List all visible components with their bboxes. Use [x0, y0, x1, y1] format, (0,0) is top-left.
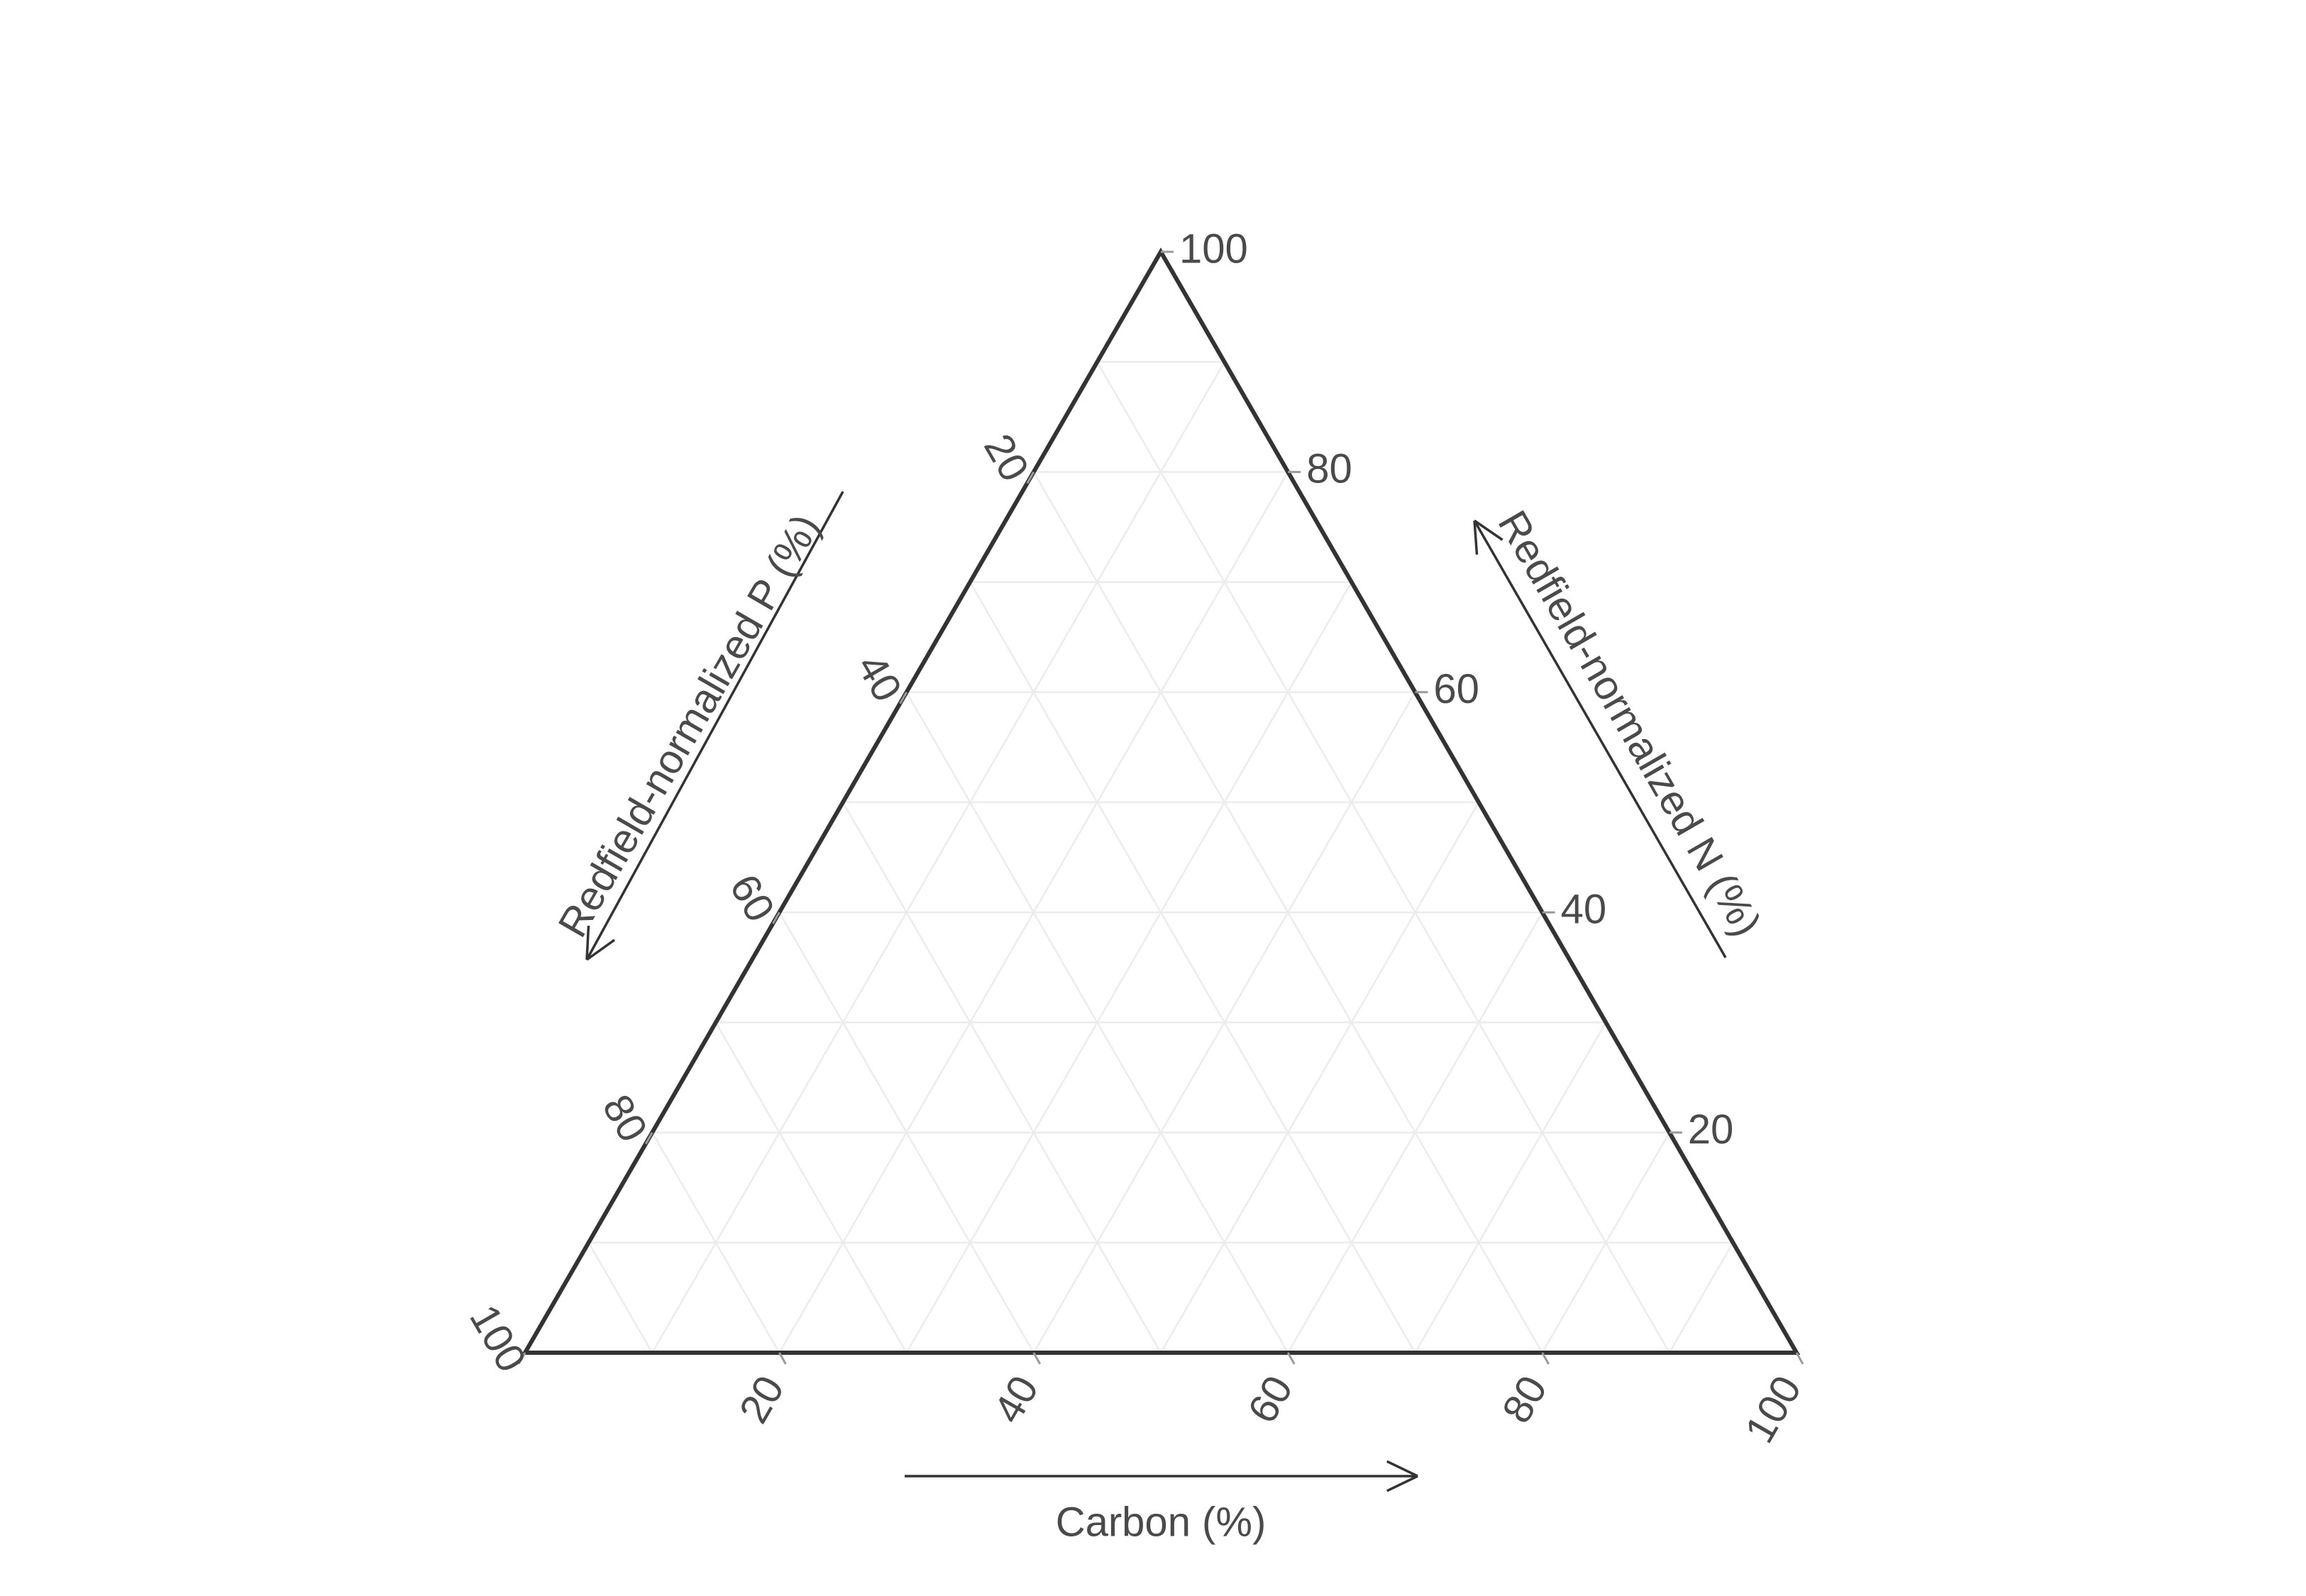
nitrogen-axis-title: Redfield-normalized N (%) [1489, 503, 1770, 944]
grid-line-phosphorus [969, 581, 1416, 1353]
carbon-tick-label: 20 [730, 1368, 793, 1431]
carbon-tick [1541, 1352, 1550, 1365]
carbon-axis-arrow-head [1386, 1475, 1418, 1492]
carbon-tick [1032, 1352, 1042, 1365]
triangle-frame [521, 247, 1801, 1355]
grid-line-carbon [1541, 1131, 1670, 1353]
carbon-tick [1286, 1352, 1296, 1365]
grid-line-carbon [1287, 911, 1543, 1353]
grid-lines [587, 360, 1734, 1353]
phosphorus-axis-arrow [585, 491, 844, 961]
carbon-tick [1795, 1352, 1804, 1365]
grid-line-phosphorus [715, 1021, 907, 1353]
phosphorus-axis-arrow-shaft [585, 491, 844, 960]
tick-marks [517, 250, 1804, 1365]
grid-line-phosphorus [778, 911, 1035, 1353]
nitrogen-tick-label: 80 [1306, 446, 1352, 492]
grid-line-phosphorus [842, 802, 1162, 1353]
grid-line-carbon [1159, 802, 1480, 1353]
phosphorus-axis-arrow-head [585, 938, 616, 961]
grid-line-carbon [905, 581, 1352, 1353]
nitrogen-axis-arrow-head [1473, 520, 1479, 555]
carbon-tick-label: 100 [1736, 1368, 1811, 1451]
phosphorus-tick [1026, 471, 1035, 484]
carbon-axis-arrow-head [1386, 1460, 1418, 1478]
carbon-tick-label: 80 [1494, 1368, 1557, 1431]
grid-line-carbon [651, 361, 1225, 1353]
phosphorus-tick [772, 911, 780, 924]
phosphorus-axis-arrow-head [585, 925, 590, 960]
axis-titles: Carbon (%) Redfield-normalized N (%) Redfi… [549, 491, 1770, 1545]
grid-line-carbon [1668, 1242, 1734, 1353]
phosphorus-tick-label: 100 [460, 1297, 535, 1380]
phosphorus-tick [517, 1352, 526, 1365]
nitrogen-tick-label: 60 [1433, 666, 1479, 712]
carbon-axis-title: Carbon (%) [1056, 1499, 1267, 1545]
carbon-tick [778, 1352, 787, 1365]
carbon-tick-label: 60 [1239, 1368, 1302, 1431]
carbon-axis-arrow [905, 1460, 1418, 1492]
phosphorus-axis-title: Redfield-normalized P (%) [549, 506, 829, 945]
grid-line-phosphorus [651, 1131, 780, 1353]
nitrogen-tick-label: 40 [1561, 887, 1607, 933]
grid-line-carbon [1414, 1021, 1607, 1353]
carbon-tick-label: 40 [985, 1368, 1048, 1431]
nitrogen-axis-arrow [1473, 519, 1727, 958]
nitrogen-axis-arrow-head [1474, 519, 1504, 541]
grid-line-phosphorus [1096, 361, 1670, 1353]
phosphorus-tick [644, 1131, 653, 1145]
phosphorus-tick [899, 692, 907, 704]
nitrogen-tick-label: 20 [1688, 1107, 1734, 1153]
nitrogen-axis-arrow-shaft [1473, 520, 1727, 958]
triangle-outline [521, 247, 1801, 1355]
nitrogen-tick-label: 100 [1179, 226, 1248, 272]
grid-line-phosphorus [587, 1242, 653, 1353]
